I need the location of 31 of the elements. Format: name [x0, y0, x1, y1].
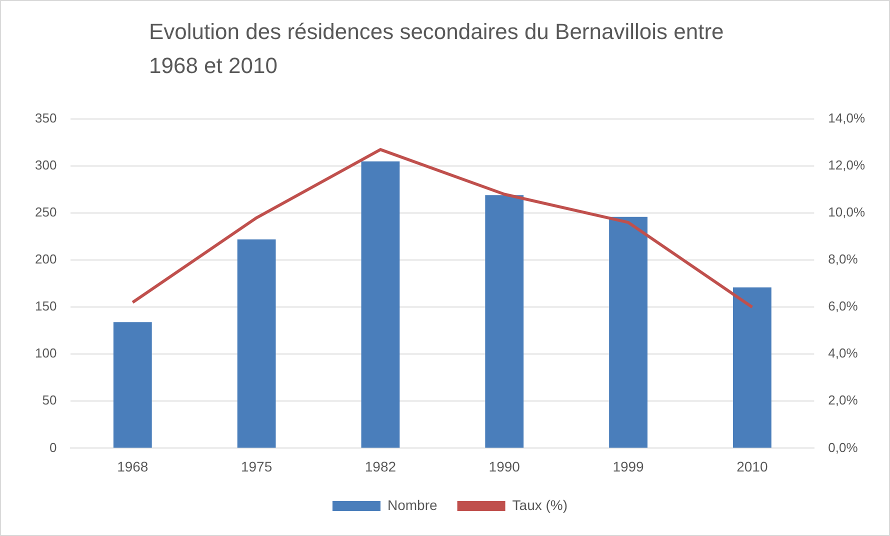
y-tick-label: 0 [49, 440, 57, 455]
chart-title: Evolution des résidences secondaires du Bernavillois entre 1968 et 2010 [149, 18, 725, 80]
bar [361, 161, 400, 448]
y-tick-label: 300 [34, 158, 57, 173]
bar [113, 322, 152, 448]
legend-label: Taux (%) [512, 496, 568, 513]
y-tick-label: 100 [34, 346, 57, 361]
y2-tick-label: 0,0% [828, 440, 858, 455]
y2-tick-label: 10,0% [828, 204, 866, 220]
bar [237, 239, 276, 448]
y2-tick-label: 8,0% [828, 252, 858, 267]
y-tick-label: 250 [34, 204, 57, 220]
legend-label: Nombre [387, 496, 438, 513]
bar [732, 287, 772, 448]
y2-tick-label: 4,0% [828, 346, 858, 361]
bar [609, 216, 648, 448]
y2-tick-label: 14,0% [828, 110, 866, 126]
x-tick-label: 1975 [240, 458, 272, 474]
y2-tick-label: 12,0% [828, 158, 866, 173]
y2-tick-label: 6,0% [828, 298, 858, 314]
x-tick-label: 1999 [612, 458, 644, 474]
y-tick-label: 200 [34, 252, 57, 267]
x-tick-label: 2010 [736, 458, 768, 474]
y2-tick-label: 2,0% [828, 392, 858, 408]
bar [485, 195, 524, 448]
x-tick-label: 1990 [488, 458, 520, 474]
y-tick-label: 150 [34, 298, 57, 314]
y-tick-label: 350 [34, 110, 57, 126]
x-tick-label: 1982 [364, 458, 396, 474]
y-tick-label: 50 [42, 392, 57, 408]
x-tick-label: 1968 [117, 458, 148, 474]
